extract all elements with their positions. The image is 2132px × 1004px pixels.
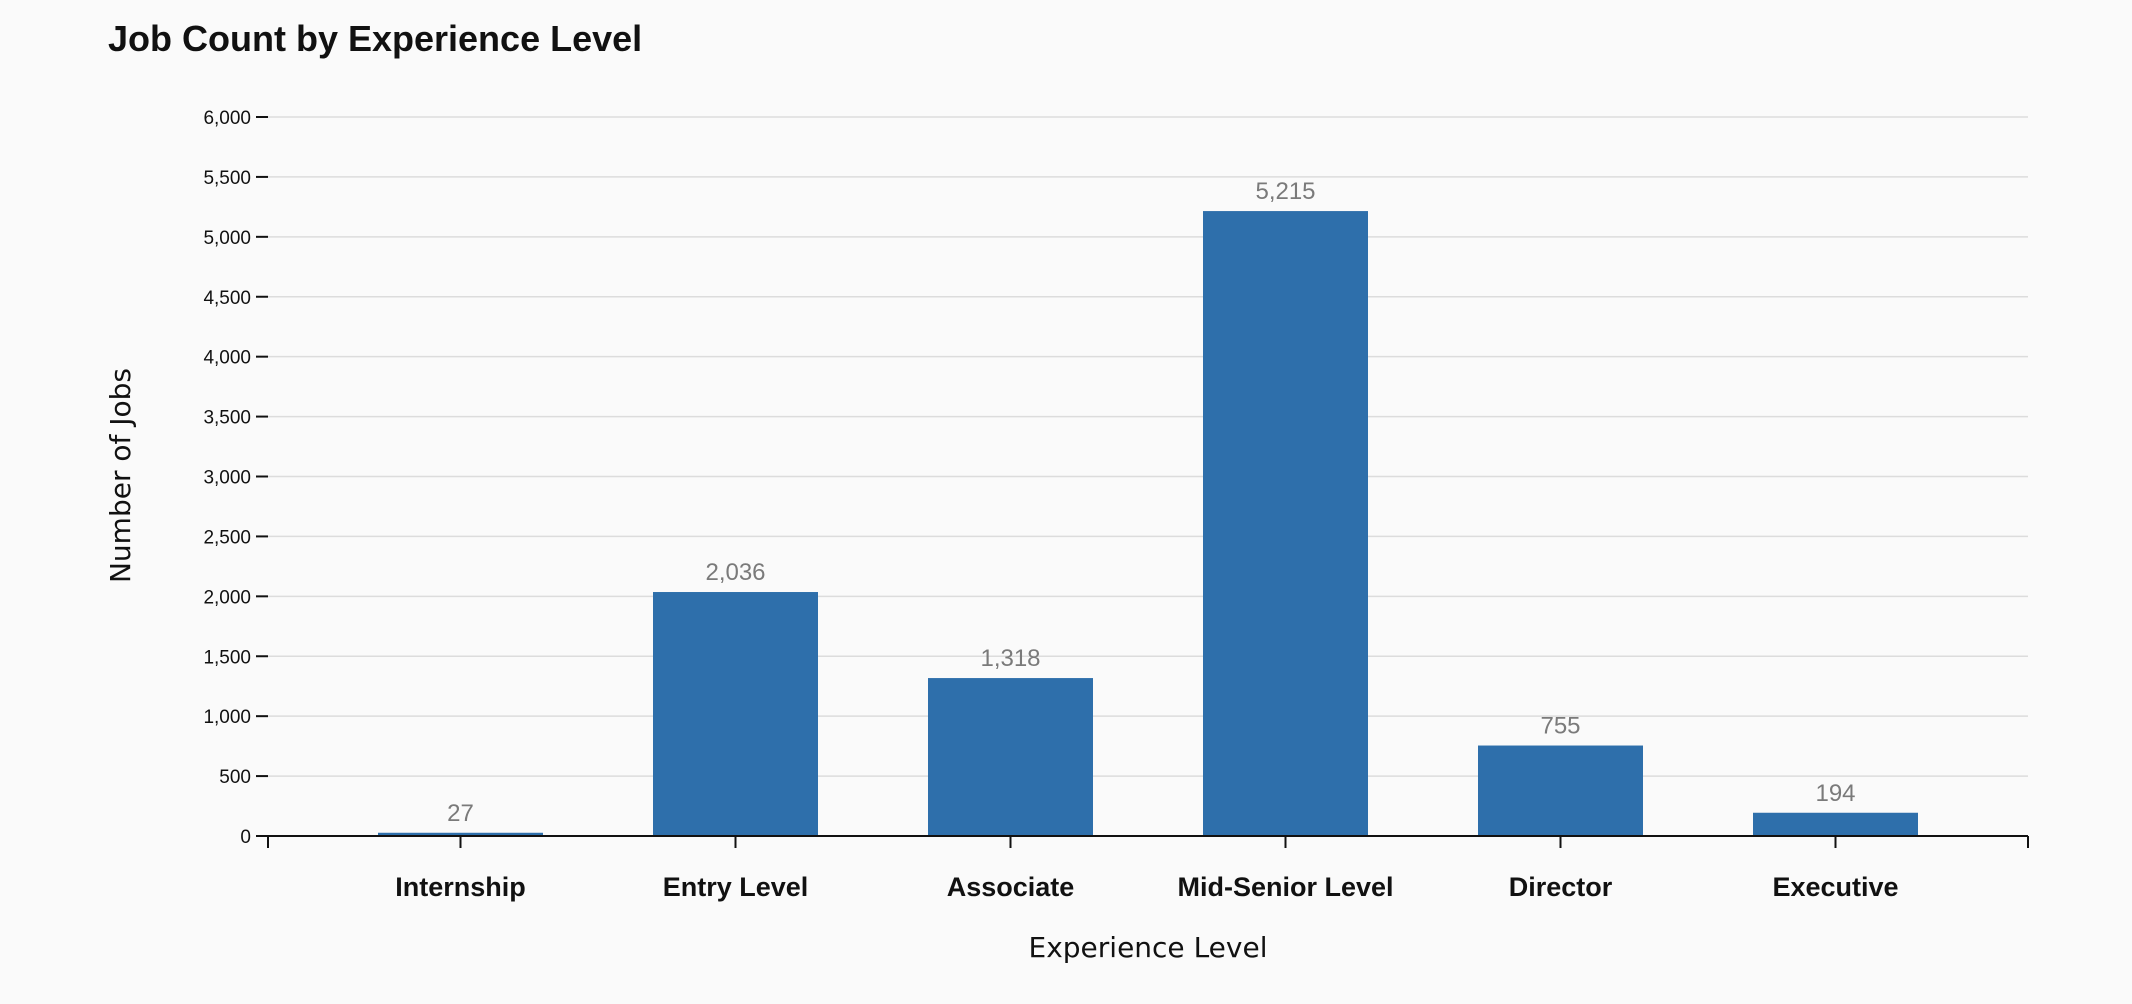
bar-director [1478,745,1643,836]
bar-value-label: 5,215 [1255,178,1315,205]
x-axis-title: Experience Level [1029,931,1268,964]
value-labels: 27 2,036 1,318 5,215 755 194 [447,178,1855,827]
bar-value-label: 1,318 [980,645,1040,672]
y-tick-label: 2,000 [203,587,251,608]
y-tick-label: 500 [219,767,251,788]
bar-value-label: 27 [447,800,474,827]
x-tick-label: Director [1509,872,1613,902]
bar-executive [1753,812,1918,836]
x-axis: Internship Entry Level Associate Mid-Senior… [267,835,2029,902]
bar-mid-senior-level [1203,211,1368,837]
y-axis-title: Number of Jobs [104,368,137,583]
y-tick-label: 3,000 [203,468,251,489]
x-tick-label: Executive [1772,872,1898,902]
bar-associate [928,678,1093,836]
bar-internship [378,832,543,836]
y-axis: 0 500 1,000 1,500 2,000 2,500 3,000 3,500 4,000 4… [203,108,268,848]
y-tick-label: 2,500 [203,527,251,548]
y-tick-label: 3,500 [203,408,251,429]
y-tick-label: 5,500 [203,168,251,189]
y-tick-label: 4,500 [203,288,251,309]
x-tick-label: Associate [947,872,1075,902]
bars [378,211,1918,837]
bar-value-label: 2,036 [705,559,765,586]
y-tick-label: 0 [240,827,251,848]
x-tick-label: Entry Level [663,872,809,902]
x-tick-label: Mid-Senior Level [1177,872,1393,902]
y-tick-label: 1,500 [203,647,251,668]
x-tick-label: Internship [395,872,526,902]
y-tick-label: 5,000 [203,228,251,249]
y-tick-label: 4,000 [203,348,251,369]
gridlines [268,116,2028,777]
bar-value-label: 194 [1815,780,1855,807]
bar-entry-level [653,592,818,836]
y-tick-label: 1,000 [203,707,251,728]
bar-value-label: 755 [1540,713,1580,740]
chart-title: Job Count by Experience Level [108,18,643,59]
y-tick-label: 6,000 [203,108,251,129]
